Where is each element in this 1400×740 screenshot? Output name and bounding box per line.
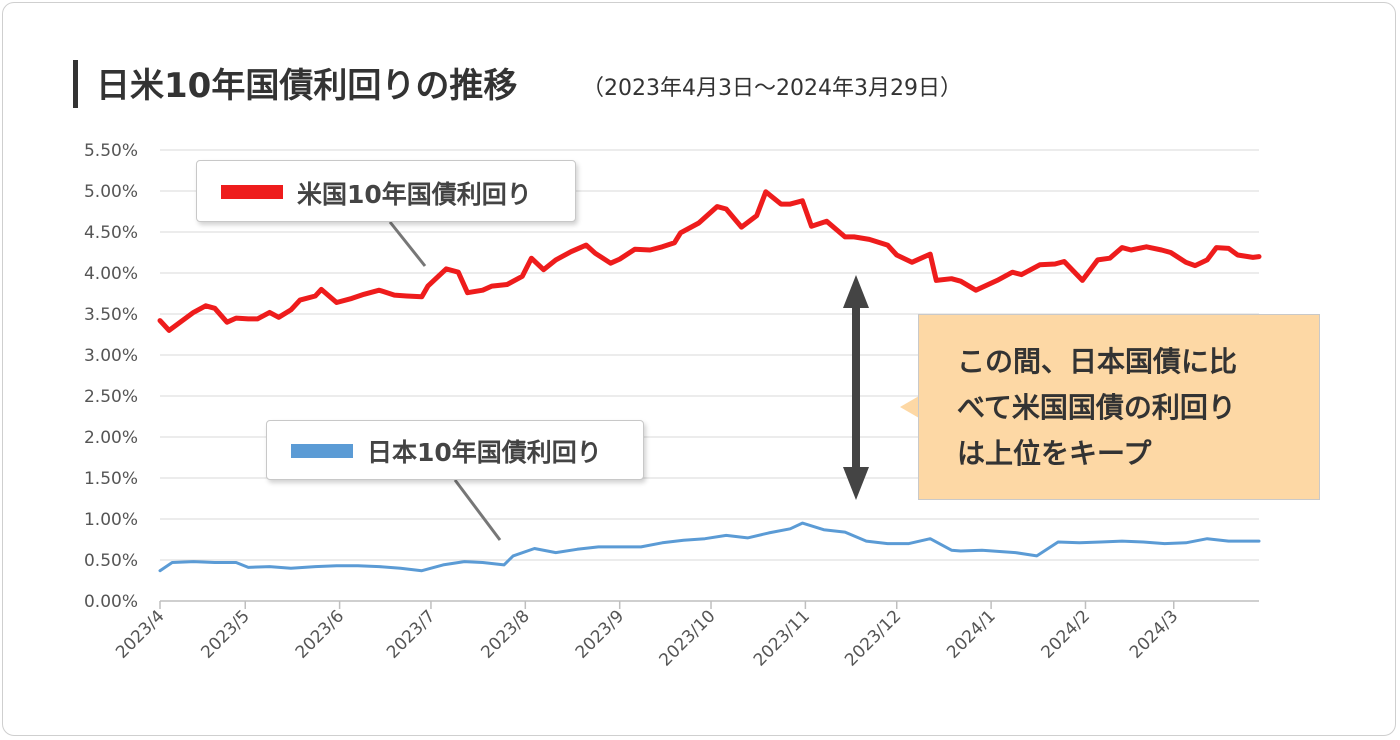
x-tick-label: 2023/10 <box>655 606 719 670</box>
x-tick-label: 2023/5 <box>197 606 253 662</box>
y-tick-label: 4.00% <box>84 264 138 284</box>
callout-text: この間、日本国債に比 べて米国国債の利回り は上位をキープ <box>957 339 1309 477</box>
callout-box: この間、日本国債に比 べて米国国債の利回り は上位をキープ <box>918 314 1320 500</box>
y-tick-label: 5.00% <box>84 182 138 202</box>
y-tick-label: 1.00% <box>84 510 138 530</box>
legend-us-swatch <box>221 185 283 199</box>
x-tick-label: 2024/1 <box>943 606 999 662</box>
callout-line-3: は上位をキープ <box>957 437 1152 470</box>
y-axis-ticks: 0.00% 0.50% 1.00% 1.50% 2.00% 2.50% 3.00% 3.50%… <box>84 141 138 612</box>
y-tick-label: 0.00% <box>84 592 138 612</box>
x-tick-label: 2023/11 <box>750 606 814 670</box>
legend-jp: 日本10年国債利回り <box>266 420 644 480</box>
x-tick-label: 2023/12 <box>841 606 905 670</box>
y-tick-label: 1.50% <box>84 469 138 489</box>
y-tick-label: 3.50% <box>84 305 138 325</box>
legend-us-label: 米国10年国債利回り <box>297 180 532 209</box>
x-tick-label: 2023/8 <box>477 606 533 662</box>
y-tick-label: 0.50% <box>84 551 138 571</box>
legend-jp-leader <box>453 479 502 541</box>
x-tick-label: 2024/3 <box>1126 606 1182 662</box>
callout-line-1: この間、日本国債に比 <box>957 345 1238 378</box>
x-tick-label: 2024/2 <box>1038 606 1094 662</box>
annotations <box>388 221 869 541</box>
legend-jp-label: 日本10年国債利回り <box>367 438 602 467</box>
callout-tail <box>900 396 919 418</box>
gap-arrow-down-head <box>843 467 869 500</box>
callout-line-2: べて米国国債の利回り <box>957 391 1236 424</box>
title-accent-bar <box>73 60 78 108</box>
y-tick-label: 2.50% <box>84 387 138 407</box>
y-tick-label: 2.00% <box>84 428 138 448</box>
y-tick-label: 4.50% <box>84 223 138 243</box>
us-yield-line <box>157 189 1262 333</box>
legend-jp-swatch <box>291 444 353 458</box>
chart-subtitle: （2023年4月3日～2024年3月29日） <box>582 76 962 101</box>
x-tick-label: 2023/4 <box>112 606 168 662</box>
legend-us: 米国10年国債利回り <box>196 160 576 222</box>
x-tick-label: 2023/9 <box>572 606 628 662</box>
gap-arrow-up-head <box>843 275 869 308</box>
y-tick-label: 3.00% <box>84 346 138 366</box>
y-tick-label: 5.50% <box>84 141 138 161</box>
chart-title: 日米10年国債利回りの推移 <box>96 66 518 106</box>
legend-us-leader <box>388 221 427 267</box>
x-tick-label: 2023/6 <box>292 606 348 662</box>
series-lines <box>157 189 1262 573</box>
jp-yield-line <box>158 521 1261 573</box>
x-axis: 2023/4 2023/5 2023/6 2023/7 2023/8 2023/9 2023… <box>112 600 1259 670</box>
x-tick-label: 2023/7 <box>383 606 439 662</box>
